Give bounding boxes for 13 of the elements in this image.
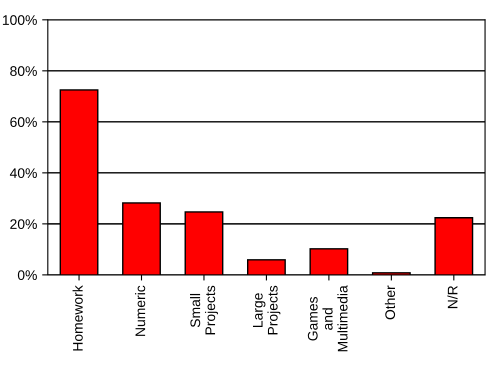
x-tick-label: Small Projects <box>190 286 218 334</box>
x-tick-label: Large Projects <box>252 286 280 334</box>
y-tick-label: 40% <box>10 168 37 178</box>
x-tick-label: Other <box>384 286 396 320</box>
x-tick-label: Numeric <box>135 286 146 336</box>
y-tick-label: 100% <box>2 15 37 25</box>
y-tick-label: 60% <box>10 117 37 128</box>
y-tick-label: 20% <box>10 219 37 230</box>
x-tick-label: Homework <box>72 285 83 351</box>
x-tick-label: Games and Multimedia <box>308 285 348 352</box>
y-tick-label: 80% <box>10 66 37 76</box>
y-tick-label: 0% <box>18 270 37 280</box>
x-tick-label: N/R <box>447 286 458 308</box>
